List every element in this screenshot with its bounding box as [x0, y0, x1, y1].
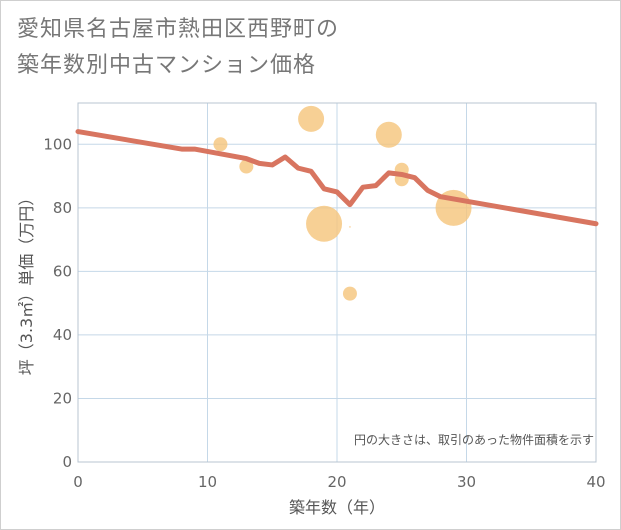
chart-title: 愛知県名古屋市熱田区西野町の 築年数別中古マンション価格: [17, 12, 577, 84]
trend-line: [75, 129, 599, 227]
data-bubble: [298, 105, 325, 132]
y-tick-label: 40: [53, 326, 72, 344]
data-bubble: [375, 121, 402, 148]
x-axis-label: 築年数（年）: [289, 498, 385, 517]
data-bubble: [239, 159, 254, 174]
plot-area-border: [77, 102, 597, 463]
y-tick-label: 60: [53, 262, 72, 280]
y-axis-label: 坪（3.3㎡）単価（万円）: [17, 190, 36, 375]
y-tick-label: 100: [43, 135, 72, 153]
x-tick-label: 40: [586, 473, 605, 491]
x-tick-label: 30: [457, 473, 476, 491]
x-tick-label: 0: [73, 473, 83, 491]
grid-lines: [77, 103, 597, 463]
chart-title-line-2: 築年数別中古マンション価格: [17, 53, 317, 78]
y-tick-label: 20: [53, 389, 72, 407]
data-bubble: [342, 286, 357, 301]
x-tick-label: 10: [198, 473, 217, 491]
chart-title-line-1: 愛知県名古屋市熱田区西野町の: [17, 17, 340, 42]
y-tick-labels: 0 20 40 60 80 100: [43, 135, 72, 471]
data-bubble: [306, 205, 343, 242]
y-tick-label: 80: [53, 199, 72, 217]
x-tick-labels: 0 10 20 30 40: [73, 473, 605, 491]
data-bubble: [348, 225, 351, 228]
x-tick-label: 20: [327, 473, 346, 491]
data-bubble: [213, 137, 228, 152]
bubble-size-note: 円の大きさは、取引のあった物件面積を示す: [354, 432, 594, 447]
bubble-series: [213, 105, 472, 301]
y-tick-label: 0: [62, 453, 72, 471]
